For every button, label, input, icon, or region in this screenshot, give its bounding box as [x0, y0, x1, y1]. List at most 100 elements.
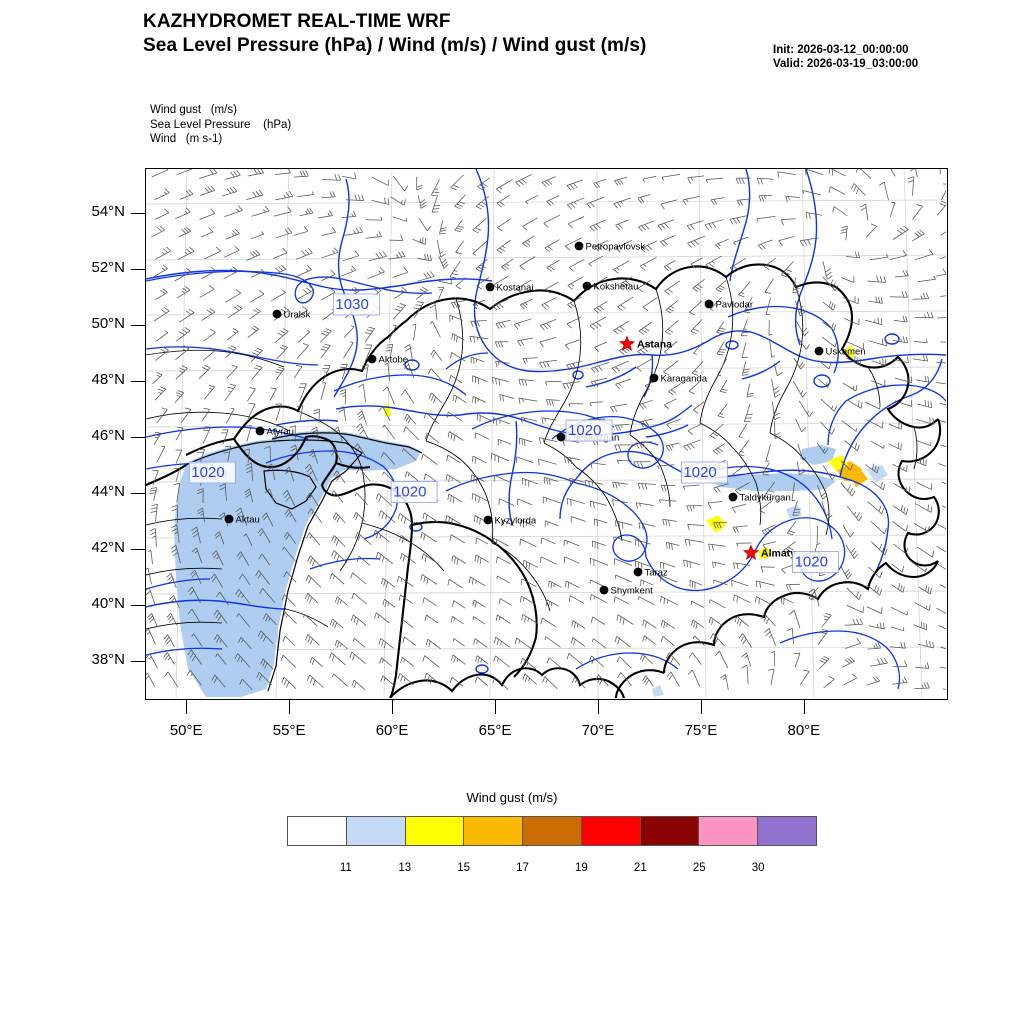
city-marker[interactable]: Taldykurgan [728, 492, 791, 504]
city-marker[interactable]: Taraz [633, 567, 668, 579]
city-marker[interactable]: Aktobe [367, 354, 408, 366]
wind-barb [296, 405, 304, 422]
colorbar-segment[interactable] [464, 817, 524, 845]
wind-barb [916, 400, 933, 409]
colorbar-segment[interactable] [758, 817, 817, 845]
city-marker[interactable]: Pavlodar [704, 299, 753, 311]
wind-barb [705, 255, 722, 269]
y-axis-label: 52°N [91, 258, 125, 276]
wind-barb [893, 315, 908, 323]
wind-barb [201, 266, 217, 280]
colorbar-segment[interactable] [523, 817, 582, 845]
wind-barb [250, 268, 264, 278]
wind-barb [743, 403, 753, 423]
wind-barb [638, 220, 655, 232]
city-marker[interactable]: Kokshetau [582, 281, 639, 293]
wind-barb [447, 578, 463, 589]
wind-barb [273, 306, 290, 321]
wind-barb [909, 169, 918, 178]
city-marker[interactable]: Petropavlovsk [574, 241, 646, 253]
wind-barb [541, 537, 556, 545]
isobar-label: 1020 [565, 419, 613, 442]
wind-barb [224, 170, 241, 180]
colorbar[interactable] [287, 816, 817, 846]
wind-barb [808, 588, 820, 607]
wind-barb [638, 596, 655, 606]
wind-barb [190, 570, 202, 585]
city-marker[interactable]: Almaty [742, 544, 796, 561]
city-dot-icon [485, 282, 495, 292]
wind-barb [938, 625, 946, 630]
wind-barb [792, 500, 801, 516]
wind-barb [418, 217, 432, 232]
x-axis-tick [700, 700, 702, 714]
colorbar-segment[interactable] [699, 817, 759, 845]
wind-barb [223, 245, 240, 258]
wind-barb [785, 195, 800, 203]
y-axis-label: 54°N [91, 202, 125, 220]
wind-barb [710, 296, 722, 311]
wind-barb [236, 551, 250, 566]
wind-barb [430, 349, 442, 361]
wind-barb [867, 501, 885, 515]
colorbar-segment[interactable] [581, 817, 641, 845]
wind-barb [522, 217, 538, 231]
wind-barb [495, 179, 513, 194]
wind-barb [400, 553, 416, 564]
wind-barb [842, 296, 859, 305]
city-marker[interactable]: Kyzylorda [483, 515, 537, 527]
wind-barb [634, 539, 652, 547]
wind-barb [331, 535, 346, 548]
city-marker[interactable]: Karaganda [649, 373, 708, 385]
wind-barb [660, 484, 676, 492]
wind-barb [175, 449, 183, 464]
wind-barb [197, 448, 205, 464]
city-marker[interactable]: Uskamen [814, 346, 866, 358]
wind-barb [330, 618, 344, 629]
wind-barb [438, 256, 449, 269]
wind-barb [893, 483, 911, 493]
wind-barb [595, 674, 609, 687]
colorbar-segment[interactable] [405, 817, 465, 845]
map-plot[interactable]: Petropavlovsk Kostanai Kokshetau Pavlodar Ur… [145, 168, 948, 700]
city-marker[interactable]: Uralsk [272, 309, 311, 321]
wind-barb [350, 572, 367, 585]
wind-barb [343, 325, 355, 338]
colorbar-segment[interactable] [640, 817, 700, 845]
city-marker[interactable]: Atyrau [255, 426, 294, 438]
wind-barb [427, 368, 442, 381]
wind-barb [249, 307, 261, 320]
city-marker[interactable]: Astana [618, 335, 672, 352]
city-marker[interactable]: Aktau [224, 514, 260, 526]
wind-barb [542, 496, 561, 504]
wind-barb [259, 587, 276, 603]
wind-barb [368, 251, 387, 262]
wind-barb [365, 216, 383, 221]
wind-barb [275, 169, 291, 175]
wind-barb [237, 636, 252, 650]
x-axis-label: 50°E [169, 722, 203, 739]
colorbar-segment[interactable] [288, 817, 347, 845]
wind-barb [758, 195, 773, 202]
city-marker[interactable]: Shymkent [599, 585, 654, 597]
wind-barb [539, 437, 558, 444]
wind-barb [382, 598, 396, 608]
wind-barb [780, 261, 794, 278]
city-label: Karaganda [661, 374, 708, 385]
wind-barb [439, 220, 447, 235]
wind-barb [541, 176, 556, 188]
wind-barb [773, 363, 783, 377]
wind-barb [281, 594, 296, 607]
wind-barb [198, 364, 211, 379]
wind-barb [475, 259, 488, 273]
wind-barb [522, 477, 539, 487]
colorbar-segment[interactable] [346, 817, 406, 845]
wind-barb [845, 638, 861, 649]
wind-barb [642, 675, 654, 687]
wind-barb [660, 595, 679, 606]
city-marker[interactable]: Kostanai [485, 282, 534, 294]
wind-barb [342, 250, 360, 262]
wind-barb [663, 260, 676, 271]
city-label: Kyzylorda [495, 516, 537, 527]
wind-barb [177, 246, 195, 260]
